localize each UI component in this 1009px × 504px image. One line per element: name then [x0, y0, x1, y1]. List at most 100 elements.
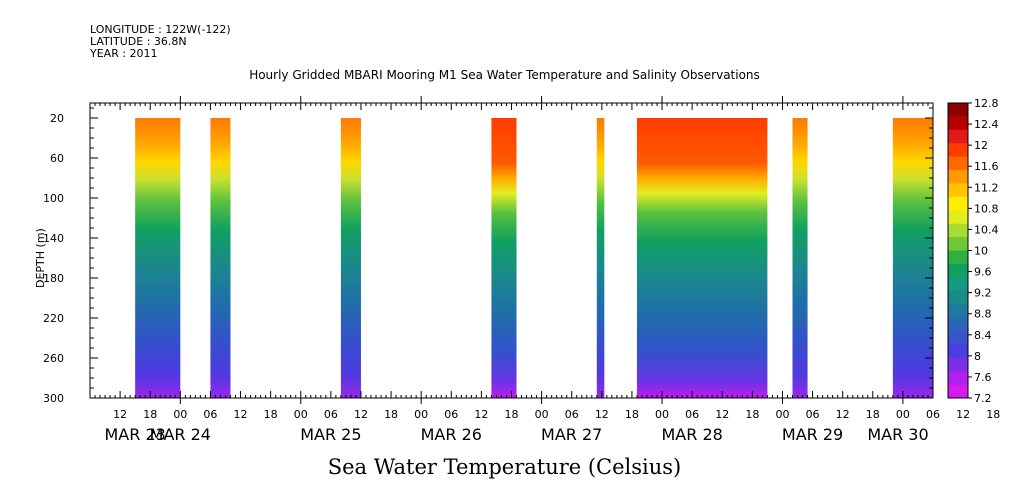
colorbar-label: 11.2: [974, 181, 999, 194]
x-hour-label: 18: [384, 408, 398, 421]
colorbar-swatch: [948, 330, 968, 345]
colorbar-swatch: [948, 183, 968, 198]
colorbar-label: 7.2: [974, 392, 992, 405]
x-hour-label: 18: [143, 408, 157, 421]
x-hour-label: 00: [535, 408, 549, 421]
x-day-label: MAR 25: [300, 425, 361, 444]
year-label: YEAR : 2011: [90, 47, 158, 60]
colorbar-label: 10.8: [974, 202, 999, 215]
colorbar-label: 9.6: [974, 266, 992, 279]
x-day-label: MAR 27: [541, 425, 602, 444]
x-hour-label: 06: [565, 408, 579, 421]
colorbar-label: 8.4: [974, 329, 992, 342]
x-hour-label: 00: [173, 408, 187, 421]
colorbar-swatch: [948, 103, 968, 117]
colorbar-swatch: [948, 116, 968, 131]
colorbar-label: 12.4: [974, 118, 999, 131]
longitude-label: LONGITUDE : 122W(-122): [90, 23, 231, 36]
x-hour-label: 12: [234, 408, 248, 421]
colorbar-swatch: [948, 129, 968, 144]
colorbar-swatch: [948, 250, 968, 265]
y-tick-label: 220: [43, 312, 64, 325]
x-hour-label: 18: [745, 408, 759, 421]
x-hour-label: 12: [595, 408, 609, 421]
x-hour-label: 06: [203, 408, 217, 421]
x-hour-label: 18: [264, 408, 278, 421]
x-hour-label: 18: [625, 408, 639, 421]
y-tick-label: 180: [43, 272, 64, 285]
colorbar-swatch: [948, 237, 968, 251]
x-hour-label: 12: [113, 408, 127, 421]
colorbar-swatch: [948, 156, 968, 171]
colorbar-swatch: [948, 371, 968, 386]
x-day-label: MAR 23: [105, 425, 166, 444]
x-day-label: MAR 29: [782, 425, 843, 444]
data-segment: [792, 118, 808, 398]
y-tick-label: 260: [43, 352, 64, 365]
colorbar-swatch: [948, 344, 968, 359]
x-hour-label: 00: [655, 408, 669, 421]
x-axis-ticks: 12 18 00 06 12 18 00 06 12 18 00 06 12 18 00 06 12 18 00 06…: [89, 96, 1000, 444]
x-hour-label: 12: [354, 408, 368, 421]
colorbar: 12.8 12.4 12 11.6 11.2 10.8 10.4 10 9.6 9.2 8.8 8.4…: [947, 97, 999, 405]
colorbar-swatch: [948, 357, 968, 372]
x-hour-label: 12: [474, 408, 488, 421]
colorbar-label: 10.4: [974, 223, 999, 236]
x-hour-label: 06: [444, 408, 458, 421]
colorbar-swatch: [948, 384, 968, 399]
latitude-label: LATITUDE : 36.8N: [90, 35, 187, 48]
x-hour-label: 18: [986, 408, 1000, 421]
x-hour-label: 06: [685, 408, 699, 421]
x-hour-label: 06: [324, 408, 338, 421]
x-hour-label: 06: [926, 408, 940, 421]
data-segment: [491, 118, 517, 398]
colorbar-label: 12: [974, 139, 988, 152]
colorbar-swatch: [948, 263, 968, 278]
x-hour-label: 12: [836, 408, 850, 421]
colorbar-label: 8.8: [974, 308, 992, 321]
x-hour-label: 18: [505, 408, 519, 421]
colorbar-label: 11.6: [974, 160, 999, 173]
y-axis: 20 60 100 140 180 220 260 300: [43, 107, 933, 405]
x-hour-label: 12: [956, 408, 970, 421]
data-segment: [210, 118, 231, 398]
data-segment: [636, 118, 768, 398]
x-hour-label: 00: [775, 408, 789, 421]
colorbar-label: 9.2: [974, 287, 992, 300]
colorbar-swatch: [948, 290, 968, 305]
chart-title: Hourly Gridded MBARI Mooring M1 Sea Wate…: [249, 68, 760, 82]
y-tick-label: 60: [50, 152, 64, 165]
data-segment: [135, 118, 181, 398]
x-day-label: MAR 26: [421, 425, 482, 444]
colorbar-swatch: [948, 317, 968, 332]
colorbar-swatch: [948, 277, 968, 292]
colorbar-label: 10: [974, 245, 988, 258]
colorbar-swatch: [948, 170, 968, 184]
x-hour-label: 18: [866, 408, 880, 421]
y-tick-label: 20: [50, 112, 64, 125]
colorbar-label: 8: [974, 350, 981, 363]
colorbar-swatch: [948, 304, 968, 319]
y-tick-label: 300: [43, 392, 64, 405]
x-hour-label: 00: [896, 408, 910, 421]
colorbar-label: 12.8: [974, 97, 999, 110]
y-axis-label: DEPTH (m): [34, 228, 47, 288]
x-day-label: MAR 28: [661, 425, 722, 444]
colorbar-swatch: [948, 210, 968, 225]
data-segment: [340, 118, 361, 398]
y-tick-label: 100: [43, 192, 64, 205]
data-segment: [892, 118, 933, 398]
x-hour-label: 00: [294, 408, 308, 421]
x-axis-label: Sea Water Temperature (Celsius): [327, 455, 682, 479]
colorbar-label: 7.6: [974, 371, 992, 384]
colorbar-swatch: [948, 223, 968, 238]
data-segments: [135, 118, 933, 398]
y-tick-label: 140: [43, 232, 64, 245]
data-segment: [596, 118, 605, 398]
x-hour-label: 00: [414, 408, 428, 421]
x-day-label: MAR 24: [150, 425, 211, 444]
colorbar-swatch: [948, 143, 968, 158]
x-day-label: MAR 30: [867, 425, 928, 444]
colorbar-swatch: [948, 196, 968, 211]
